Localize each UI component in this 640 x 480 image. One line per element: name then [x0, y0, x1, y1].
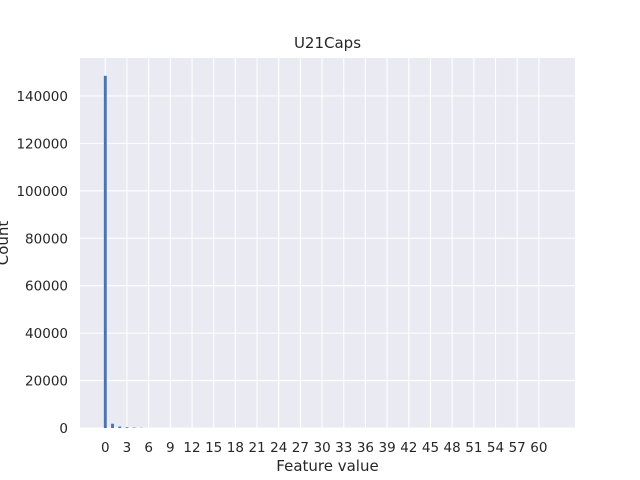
x-tick-label: 27: [292, 440, 309, 456]
x-tick-labels: 0 3 6 9 12 15 18 21 24 27 30 33 36 39 42 45 48 51 54 57 60: [101, 440, 547, 456]
y-tick-label: 80000: [25, 231, 68, 247]
bars: [103, 75, 143, 429]
x-tick-label: 48: [444, 440, 461, 456]
grid-lines: [80, 58, 575, 429]
y-tick-label: 120000: [16, 136, 68, 152]
plot-area: [80, 58, 575, 428]
x-tick-label: 45: [422, 440, 439, 456]
y-tick-label: 60000: [25, 279, 68, 295]
y-tick-labels: 0 20000 40000 60000 80000 100000 120000 140000: [16, 89, 68, 437]
x-tick-label: 18: [227, 440, 244, 456]
x-tick-label: 0: [101, 440, 110, 456]
x-tick-label: 39: [379, 440, 396, 456]
x-tick-label: 42: [400, 440, 417, 456]
chart-title: U21Caps: [294, 34, 361, 52]
bar: [111, 423, 114, 428]
x-tick-label: 12: [183, 440, 200, 456]
x-tick-label: 24: [270, 440, 287, 456]
x-tick-label: 51: [465, 440, 482, 456]
x-tick-label: 21: [248, 440, 265, 456]
x-tick-label: 6: [144, 440, 153, 456]
y-tick-label: 0: [59, 421, 68, 437]
x-tick-label: 60: [530, 440, 547, 456]
x-tick-label: 36: [357, 440, 374, 456]
y-axis-label: Count: [0, 221, 12, 266]
x-tick-label: 57: [509, 440, 526, 456]
y-tick-label: 40000: [25, 326, 68, 342]
x-tick-label: 30: [313, 440, 330, 456]
y-tick-label: 100000: [16, 184, 68, 200]
y-tick-label: 140000: [16, 89, 68, 105]
x-tick-label: 54: [487, 440, 504, 456]
y-tick-label: 20000: [25, 374, 68, 390]
x-tick-label: 15: [205, 440, 222, 456]
bar: [125, 427, 129, 428]
x-tick-label: 3: [123, 440, 132, 456]
x-tick-label: 9: [166, 440, 175, 456]
x-axis-label: Feature value: [276, 457, 378, 475]
bar: [103, 75, 107, 429]
x-tick-label: 33: [335, 440, 352, 456]
bar: [118, 426, 122, 428]
